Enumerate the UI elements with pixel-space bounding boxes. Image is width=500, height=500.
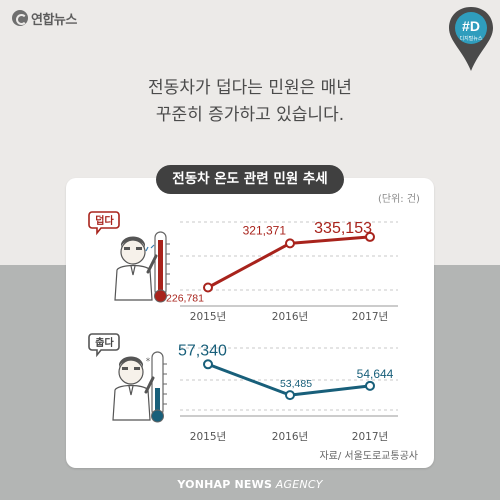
chart-title: 전동차 온도 관련 민원 추세: [156, 165, 344, 194]
person-cold-icon: [112, 356, 155, 421]
thermometer-hot-icon: [154, 231, 170, 303]
headline-line-2: 꾸준히 증가하고 있습니다.: [155, 105, 345, 125]
data-point-1-1: [285, 390, 295, 401]
data-point-1-2: [365, 380, 375, 391]
speech-bubble-hot: 덥다: [88, 211, 120, 236]
data-label-0-1: 321,371: [243, 223, 287, 237]
thermometer-cold-icon: *: [146, 351, 167, 423]
series-label-cold: 춥다: [95, 336, 114, 349]
data-label-0-2: 335,153: [314, 220, 372, 237]
data-point-0-1: [285, 238, 295, 249]
illustration-hot: 덥다: [88, 211, 170, 303]
illustration-cold: * 춥다: [88, 333, 167, 423]
x-tick-label-1-0: 2015년: [190, 431, 226, 443]
yonhap-logo-icon: [12, 10, 28, 26]
data-point-0-0: [203, 282, 213, 293]
data-point-1-0: [203, 359, 213, 370]
data-point-0-2: [365, 231, 375, 242]
speech-bubble-cold: 춥다: [88, 333, 120, 358]
unit-label: (단위: 건): [378, 194, 420, 205]
headline-line-1: 전동차가 덥다는 민원은 매년: [148, 78, 352, 98]
yonhap-logo: 연합뉴스: [12, 8, 77, 28]
data-label-1-0: 57,340: [178, 342, 227, 359]
source-label: 자료/ 서울도로교통공사: [319, 450, 418, 462]
pin-label: #D: [462, 18, 480, 34]
data-label-1-2: 54,644: [357, 367, 394, 381]
pin-sublabel: 디지털뉴스: [459, 35, 482, 42]
series-label-hot: 덥다: [95, 214, 114, 227]
svg-text:*: *: [146, 357, 151, 367]
footer-brand: YONHAP NEWS AGENCY: [0, 478, 500, 491]
x-tick-label-0-1: 2016년: [272, 311, 308, 323]
x-tick-label-1-2: 2017년: [352, 431, 388, 443]
headline: 전동차가 덥다는 민원은 매년 꾸준히 증가하고 있습니다.: [60, 75, 440, 129]
person-hot-icon: [114, 236, 158, 301]
x-tick-label-1-1: 2016년: [272, 431, 308, 443]
footer-brand-name: YONHAP NEWS: [177, 478, 273, 491]
logo-text: 연합뉴스: [31, 12, 77, 28]
x-tick-label-0-0: 2015년: [190, 311, 226, 323]
data-label-1-1: 53,485: [280, 378, 312, 390]
footer-agency: AGENCY: [272, 478, 323, 491]
x-tick-label-0-2: 2017년: [352, 311, 388, 323]
data-label-0-0: 226,781: [166, 293, 204, 305]
digital-news-pin-icon: #D 디지털뉴스: [449, 7, 493, 71]
